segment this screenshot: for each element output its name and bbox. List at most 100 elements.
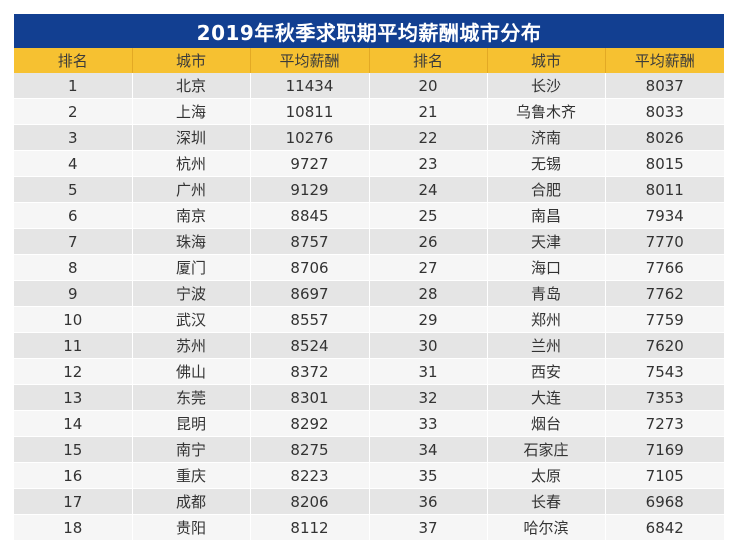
cell-city-right: 长春 <box>487 488 606 515</box>
cell-salary-right: 7759 <box>605 306 724 333</box>
cell-salary-left: 8557 <box>250 306 370 333</box>
header-city-right: 城市 <box>487 48 606 73</box>
cell-salary-left: 9129 <box>250 176 370 203</box>
cell-rank-left: 12 <box>14 358 133 385</box>
table-row: 14 昆明 8292 33 烟台 7273 <box>14 410 724 437</box>
cell-salary-left: 11434 <box>250 73 370 99</box>
cell-rank-right: 23 <box>369 150 488 177</box>
cell-rank-left: 18 <box>14 514 133 541</box>
cell-rank-right: 37 <box>369 514 488 541</box>
cell-salary-left: 8275 <box>250 436 370 463</box>
table-row: 8 厦门 8706 27 海口 7766 <box>14 254 724 281</box>
cell-rank-left: 11 <box>14 332 133 359</box>
cell-rank-right: 25 <box>369 202 488 229</box>
cell-city-right: 无锡 <box>487 150 606 177</box>
cell-rank-left: 8 <box>14 254 133 281</box>
cell-salary-left: 9727 <box>250 150 370 177</box>
cell-salary-right: 7353 <box>605 384 724 411</box>
cell-salary-left: 8112 <box>250 514 370 541</box>
table-row: 12 佛山 8372 31 西安 7543 <box>14 358 724 385</box>
cell-salary-right: 7620 <box>605 332 724 359</box>
cell-city-right: 大连 <box>487 384 606 411</box>
table-row: 1 北京 11434 20 长沙 8037 <box>14 73 724 99</box>
cell-rank-right: 22 <box>369 124 488 151</box>
cell-city-left: 贵阳 <box>132 514 251 541</box>
cell-salary-right: 7766 <box>605 254 724 281</box>
header-city-left: 城市 <box>132 48 251 73</box>
cell-salary-left: 8697 <box>250 280 370 307</box>
cell-rank-left: 4 <box>14 150 133 177</box>
table-row: 17 成都 8206 36 长春 6968 <box>14 488 724 515</box>
cell-salary-right: 8026 <box>605 124 724 151</box>
cell-salary-right: 7770 <box>605 228 724 255</box>
cell-city-right: 青岛 <box>487 280 606 307</box>
header-rank-right: 排名 <box>369 48 488 73</box>
cell-city-left: 宁波 <box>132 280 251 307</box>
cell-city-right: 西安 <box>487 358 606 385</box>
cell-salary-left: 8301 <box>250 384 370 411</box>
cell-salary-left: 10276 <box>250 124 370 151</box>
cell-salary-right: 8015 <box>605 150 724 177</box>
cell-rank-right: 32 <box>369 384 488 411</box>
cell-rank-right: 28 <box>369 280 488 307</box>
cell-salary-right: 6968 <box>605 488 724 515</box>
cell-city-right: 兰州 <box>487 332 606 359</box>
table-row: 15 南宁 8275 34 石家庄 7169 <box>14 436 724 463</box>
table-row: 2 上海 10811 21 乌鲁木齐 8033 <box>14 98 724 125</box>
cell-city-left: 重庆 <box>132 462 251 489</box>
cell-salary-left: 8757 <box>250 228 370 255</box>
table-row: 13 东莞 8301 32 大连 7353 <box>14 384 724 411</box>
cell-rank-left: 16 <box>14 462 133 489</box>
cell-salary-left: 8845 <box>250 202 370 229</box>
cell-rank-right: 33 <box>369 410 488 437</box>
cell-rank-left: 17 <box>14 488 133 515</box>
cell-city-right: 济南 <box>487 124 606 151</box>
cell-city-right: 南昌 <box>487 202 606 229</box>
cell-city-right: 长沙 <box>487 73 606 99</box>
table-row: 6 南京 8845 25 南昌 7934 <box>14 202 724 229</box>
cell-rank-right: 29 <box>369 306 488 333</box>
cell-rank-right: 35 <box>369 462 488 489</box>
cell-salary-right: 6842 <box>605 514 724 541</box>
table-row: 16 重庆 8223 35 太原 7105 <box>14 462 724 489</box>
cell-salary-right: 8011 <box>605 176 724 203</box>
table-row: 3 深圳 10276 22 济南 8026 <box>14 124 724 151</box>
cell-salary-left: 8372 <box>250 358 370 385</box>
cell-city-left: 珠海 <box>132 228 251 255</box>
cell-rank-right: 21 <box>369 98 488 125</box>
cell-city-left: 杭州 <box>132 150 251 177</box>
cell-city-right: 天津 <box>487 228 606 255</box>
cell-salary-left: 10811 <box>250 98 370 125</box>
cell-city-left: 深圳 <box>132 124 251 151</box>
cell-salary-left: 8292 <box>250 410 370 437</box>
table-row: 11 苏州 8524 30 兰州 7620 <box>14 332 724 359</box>
cell-salary-right: 7762 <box>605 280 724 307</box>
table-row: 5 广州 9129 24 合肥 8011 <box>14 176 724 203</box>
header-salary-right: 平均薪酬 <box>605 48 724 73</box>
table-row: 4 杭州 9727 23 无锡 8015 <box>14 150 724 177</box>
cell-rank-left: 5 <box>14 176 133 203</box>
cell-rank-right: 26 <box>369 228 488 255</box>
cell-salary-right: 7273 <box>605 410 724 437</box>
cell-rank-left: 6 <box>14 202 133 229</box>
cell-city-left: 佛山 <box>132 358 251 385</box>
cell-salary-right: 8033 <box>605 98 724 125</box>
cell-city-right: 合肥 <box>487 176 606 203</box>
cell-salary-right: 7934 <box>605 202 724 229</box>
table-row: 18 贵阳 8112 37 哈尔滨 6842 <box>14 514 724 541</box>
cell-salary-right: 7543 <box>605 358 724 385</box>
salary-table: 排名 城市 平均薪酬 排名 城市 平均薪酬 1 北京 11434 20 长沙 8037 2 上… <box>14 48 724 541</box>
cell-salary-right: 8037 <box>605 73 724 99</box>
cell-city-left: 昆明 <box>132 410 251 437</box>
cell-city-right: 乌鲁木齐 <box>487 98 606 125</box>
cell-rank-left: 10 <box>14 306 133 333</box>
cell-rank-left: 3 <box>14 124 133 151</box>
cell-salary-left: 8524 <box>250 332 370 359</box>
cell-city-right: 烟台 <box>487 410 606 437</box>
cell-city-left: 武汉 <box>132 306 251 333</box>
cell-city-left: 厦门 <box>132 254 251 281</box>
cell-rank-left: 7 <box>14 228 133 255</box>
header-row: 排名 城市 平均薪酬 排名 城市 平均薪酬 <box>14 48 724 73</box>
cell-rank-left: 9 <box>14 280 133 307</box>
